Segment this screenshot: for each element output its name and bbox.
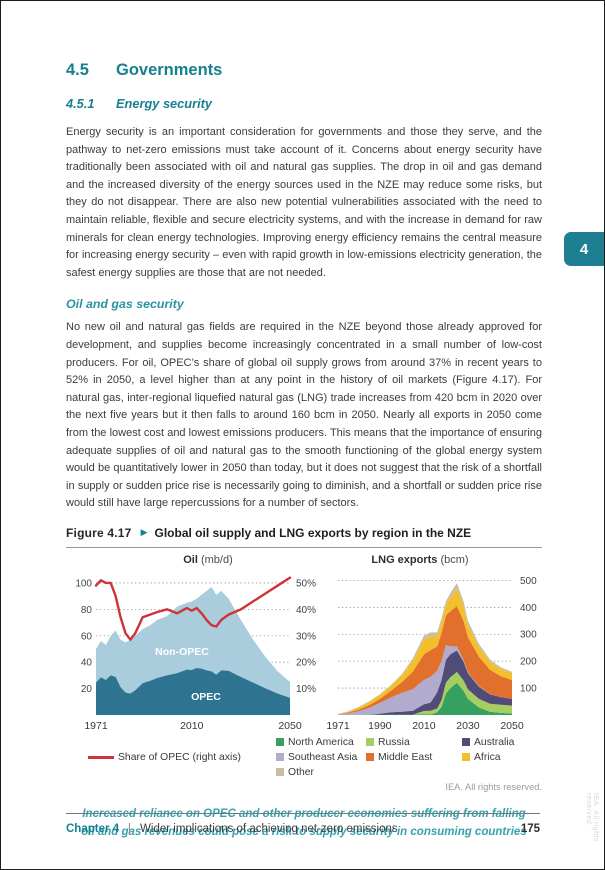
vertical-watermark: IEA. All rights reserved. [585,793,599,843]
charts-row: Oil (mb/d) 20 40 60 80 100 10% 20% 30% 40% 50% Non… [66,554,542,735]
legend-share-of-opec: Share of OPEC (right axis) [66,737,263,778]
lng-chart-unit: (bcm) [440,553,469,566]
legend-item-north-america: North America [276,737,364,748]
legends-row: Share of OPEC (right axis) North America… [66,737,542,778]
legend-swatch [462,738,470,747]
oil-chart-unit: (mb/d) [200,553,233,566]
svg-text:100: 100 [75,578,92,589]
copyright-note: IEA. All rights reserved. [445,781,542,792]
subheading-oil-gas-security: Oil and gas security [66,297,184,312]
subsection-heading: 4.5.1 Energy security [66,96,542,111]
legend-item-middle-east: Middle East [366,752,460,763]
section-title: Governments [116,61,223,79]
legend-label: Africa [474,751,501,763]
legend-item-russia: Russia [366,737,460,748]
legend-label: Other [288,766,314,778]
svg-text:20: 20 [81,684,93,695]
chapter-side-tab: 4 [564,232,604,266]
svg-text:Non-OPEC: Non-OPEC [155,646,209,658]
figure-4-17: Figure 4.17 ▶ Global oil supply and LNG … [66,526,542,792]
svg-text:1971: 1971 [326,720,350,732]
page-content: 4.5 Governments 4.5.1 Energy security En… [66,61,542,842]
subsection-number: 4.5.1 [66,96,95,111]
svg-text:40: 40 [81,658,93,669]
legend-item-other: Other [276,767,364,778]
oil-supply-chart: 20 40 60 80 100 10% 20% 30% 40% 50% Non-OPEC OPEC 19… [75,576,316,732]
figure-label: Figure 4.17 [66,525,132,540]
svg-text:200: 200 [520,657,537,668]
section-number: 4.5 [66,61,89,79]
footer-title: Wider implications of achieving net-zero… [140,823,398,835]
svg-text:80: 80 [81,605,93,616]
legend-swatch [462,753,470,762]
legend-label: North America [288,736,354,748]
svg-text:10%: 10% [296,684,316,695]
svg-text:30%: 30% [296,631,316,642]
oil-chart-block: Oil (mb/d) 20 40 60 80 100 10% 20% 30% 40% 50% Non… [66,554,324,735]
lng-exports-chart: 100 200 300 400 500 1971 1990 2010 2030 2050 [326,576,537,732]
footer-separator: | [128,823,132,835]
svg-text:40%: 40% [296,605,316,616]
legend-label: Southeast Asia [288,751,358,763]
legend-swatch [276,738,284,747]
figure-divider [66,546,542,548]
svg-text:500: 500 [520,576,537,587]
footer-chapter: Chapter 4 [66,823,120,835]
section-heading: 4.5 Governments [66,61,542,80]
svg-text:1971: 1971 [84,720,108,732]
svg-text:2030: 2030 [456,720,480,732]
legend-label: Russia [378,736,410,748]
page-footer: Chapter 4 | Wider implications of achiev… [66,813,540,835]
svg-text:50%: 50% [296,578,316,589]
legend-lng-regions: North America Russia Australia Southeast As… [263,737,542,778]
paragraph-energy-security: Energy security is an important consider… [66,126,542,279]
svg-text:300: 300 [520,630,537,641]
legend-label: Middle East [378,751,433,763]
svg-text:100: 100 [520,683,537,694]
figure-arrow-icon: ▶ [140,527,148,538]
svg-text:2050: 2050 [500,720,524,732]
lng-chart-block: LNG exports (bcm) 100 200 300 400 500 1971 199… [324,554,542,735]
legend-swatch [366,753,374,762]
page-number: 175 [520,823,540,835]
svg-text:2010: 2010 [180,720,204,732]
svg-text:60: 60 [81,631,93,642]
caption-line-2: oil and gas revenues could pose a risk t… [81,825,527,838]
paragraph-oil-gas-security: No new oil and natural gas fields are re… [66,321,542,510]
legend-swatch [276,753,284,762]
svg-text:1990: 1990 [368,720,392,732]
legend-item-southeast-asia: Southeast Asia [276,752,364,763]
svg-text:20%: 20% [296,658,316,669]
legend-label: Australia [474,736,515,748]
figure-title: Global oil supply and LNG exports by reg… [154,525,472,540]
red-line-swatch [88,755,114,759]
lng-chart-title-bold: LNG exports [371,553,438,566]
lng-chart-title: LNG exports (bcm) [324,554,542,566]
legend-swatch [366,738,374,747]
legend-swatch [276,768,284,777]
legend-share-label: Share of OPEC (right axis) [118,751,241,763]
subsection-title: Energy security [116,96,213,111]
svg-text:OPEC: OPEC [191,691,221,703]
figure-title-row: Figure 4.17 ▶ Global oil supply and LNG … [66,526,542,540]
oil-chart-title-bold: Oil [183,553,198,566]
svg-text:2050: 2050 [278,720,302,732]
svg-text:400: 400 [520,603,537,614]
oil-chart-title: Oil (mb/d) [66,554,324,566]
legend-item-australia: Australia [462,737,542,748]
legend-item-africa: Africa [462,752,542,763]
svg-text:2010: 2010 [412,720,436,732]
